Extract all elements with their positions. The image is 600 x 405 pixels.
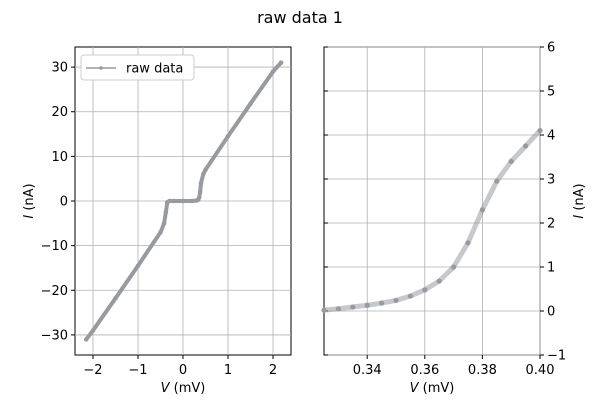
right-data-point: [523, 143, 529, 149]
right-x-tick-label: 0.34: [353, 363, 382, 378]
right-data-point: [407, 293, 413, 299]
right-data-point: [537, 128, 543, 134]
left-data-point: [248, 101, 253, 106]
right-y-axis-unit: (nA): [572, 183, 587, 214]
left-data-point: [270, 69, 276, 74]
right-y-tick-label: 2: [547, 217, 555, 232]
left-data-point: [171, 198, 177, 204]
right-y-axis-var: I: [572, 215, 587, 219]
right-data-point: [508, 158, 514, 164]
left-x-axis-var: V: [161, 381, 171, 396]
left-x-tick-label: 1: [224, 363, 232, 378]
right-y-tick-label: 4: [547, 129, 555, 144]
left-marks: [83, 60, 284, 342]
left-y-tick-label: −10: [41, 239, 68, 254]
right-x-axis-var: V: [410, 381, 420, 396]
right-data-point: [422, 287, 428, 293]
left-data-point: [197, 189, 203, 195]
right-y-tick-label: 3: [547, 173, 555, 188]
right-x-tick-label: 0.38: [468, 363, 497, 378]
left-x-tick-label: 0: [179, 363, 187, 378]
left-data-point: [196, 195, 202, 200]
left-data-point: [167, 198, 172, 204]
left-data-point: [113, 296, 118, 301]
left-data-point: [135, 263, 141, 269]
left-data-point: [163, 209, 169, 215]
legend-label: raw data: [126, 62, 183, 77]
left-y-tick-label: −30: [41, 328, 68, 343]
right-y-tick-label: −1: [547, 349, 566, 364]
right-data-point: [465, 240, 471, 246]
left-y-axis-unit: (nA): [22, 183, 37, 214]
legend-box: [80, 54, 195, 81]
right-data-point: [379, 300, 385, 306]
left-y-tick-label: 10: [51, 150, 68, 165]
left-data-point: [198, 180, 204, 186]
right-data-point: [494, 178, 500, 184]
left-y-tick-label: 0: [60, 195, 68, 210]
right-x-axis-unit: (mV): [419, 381, 455, 396]
right-data-point: [364, 302, 370, 308]
right-ticks: 0.34 0.36 0.38 0.40−1 0 1 2 3 4 5 6: [324, 41, 566, 378]
left-x-axis-label: V (mV): [161, 381, 206, 396]
left-data-point: [225, 133, 231, 139]
figure-title: raw data 1: [257, 8, 343, 27]
right-data-point: [321, 307, 327, 313]
left-data-point: [203, 167, 208, 173]
left-x-tick-label: −1: [128, 363, 147, 378]
left-y-axis-var: I: [22, 215, 37, 219]
right-grid: [324, 46, 541, 356]
right-series-band: [321, 128, 543, 313]
right-data-point: [451, 264, 457, 270]
left-y-tick-label: −20: [41, 284, 68, 299]
right-data-point: [335, 306, 341, 312]
legend: raw data: [80, 54, 195, 81]
left-data-point: [161, 221, 167, 226]
right-data-point: [393, 297, 399, 304]
right-x-axis-label: V (mV): [410, 381, 455, 396]
legend-marker: [99, 66, 103, 70]
right-y-axis-label: I (nA): [572, 183, 587, 218]
right-x-tick-label: 0.40: [526, 363, 555, 378]
right-data-point: [479, 207, 485, 213]
left-data-point: [158, 229, 163, 235]
left-data-point: [278, 60, 284, 65]
right-panel: 0.34 0.36 0.38 0.40−1 0 1 2 3 4 5 6 V (mV) I (nA): [321, 41, 587, 396]
left-data-point: [90, 328, 96, 333]
left-y-axis-label: I (nA): [22, 183, 37, 218]
right-y-tick-label: 5: [547, 85, 555, 100]
left-data-point: [83, 337, 89, 342]
left-data-point: [189, 198, 195, 204]
right-marks: [321, 128, 543, 313]
left-x-tick-label: 2: [269, 363, 277, 378]
left-y-tick-label: 20: [51, 105, 68, 120]
right-y-tick-label: 1: [547, 261, 555, 276]
right-data-point: [350, 304, 356, 310]
left-data-point: [180, 198, 186, 204]
right-y-tick-label: 6: [547, 41, 555, 56]
right-x-tick-label: 0.36: [410, 363, 439, 378]
left-data-point: [200, 171, 206, 177]
right-y-tick-label: 0: [547, 305, 555, 320]
left-x-tick-label: −2: [83, 363, 102, 378]
right-data-point: [436, 278, 442, 284]
left-x-axis-unit: (mV): [170, 381, 206, 396]
left-y-tick-label: 30: [51, 61, 68, 76]
